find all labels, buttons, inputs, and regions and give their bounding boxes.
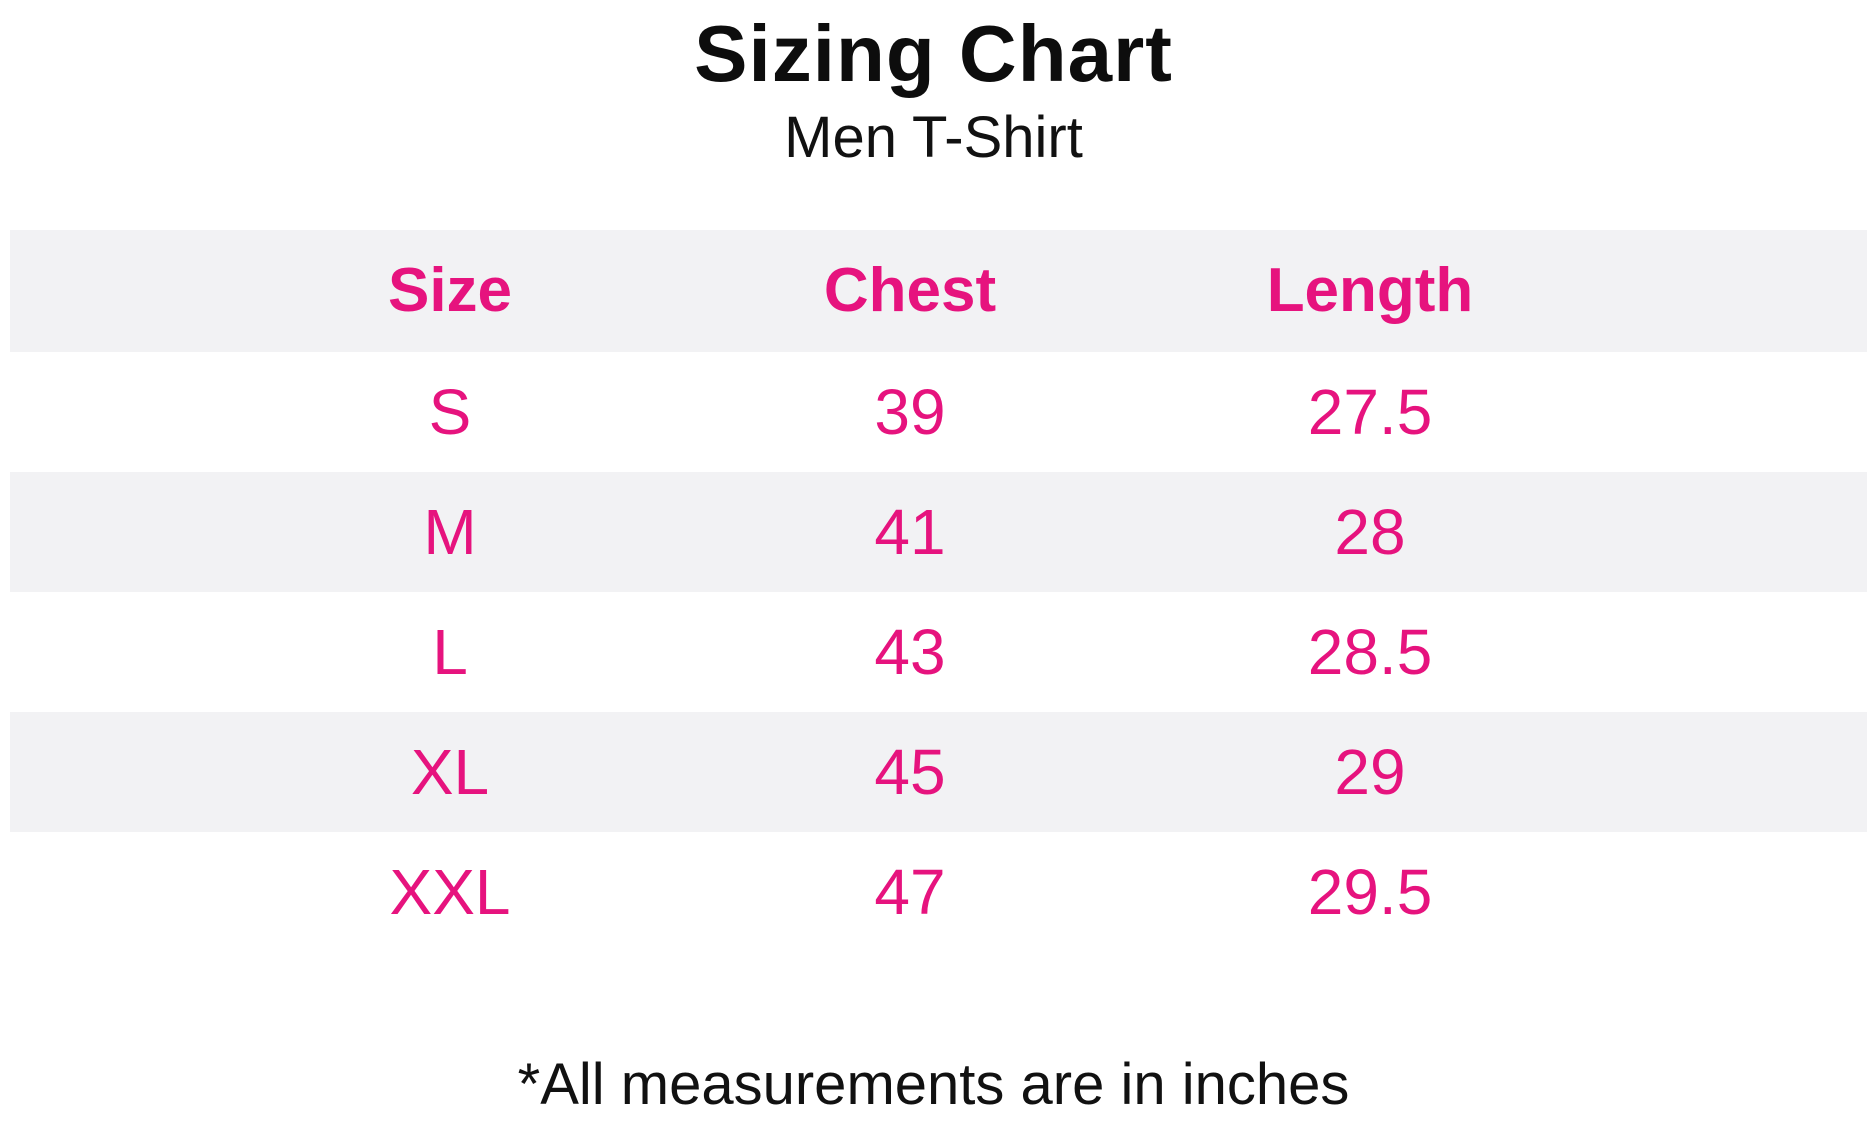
table-row: M 41 28: [10, 472, 1867, 592]
table-body: S 39 27.5 M 41 28 L 43 28.5 XL 45 29 XXL…: [10, 352, 1867, 952]
length-cell: 29: [1334, 736, 1406, 808]
column-header-length: Length: [1266, 256, 1474, 325]
chest-cell: 39: [874, 376, 946, 448]
sizing-table: Size Chest Length S 39 27.5 M 41 28 L 43…: [10, 230, 1867, 952]
chest-cell: 43: [874, 616, 946, 688]
size-cell: XXL: [389, 856, 511, 928]
column-header-chest: Chest: [823, 256, 997, 325]
table-row: L 43 28.5: [10, 592, 1867, 712]
page-title: Sizing Chart: [694, 9, 1173, 98]
size-cell: L: [432, 616, 468, 688]
size-cell: M: [423, 496, 477, 568]
chest-cell: 45: [874, 736, 946, 808]
column-header-size: Size: [387, 256, 513, 325]
table-row: XXL 47 29.5: [10, 832, 1867, 952]
length-cell: 29.5: [1307, 856, 1433, 928]
table-row: XL 45 29: [10, 712, 1867, 832]
page-subtitle: Men T-Shirt: [784, 105, 1083, 170]
length-cell: 27.5: [1307, 376, 1433, 448]
size-cell: XL: [410, 736, 490, 808]
table-row: S 39 27.5: [10, 352, 1867, 472]
chest-cell: 47: [874, 856, 946, 928]
size-cell: S: [428, 376, 472, 448]
length-cell: 28: [1334, 496, 1406, 568]
length-cell: 28.5: [1307, 616, 1433, 688]
measurements-footnote: *All measurements are in inches: [517, 1052, 1350, 1117]
table-header-row: Size Chest Length: [10, 230, 1867, 352]
chest-cell: 41: [874, 496, 946, 568]
